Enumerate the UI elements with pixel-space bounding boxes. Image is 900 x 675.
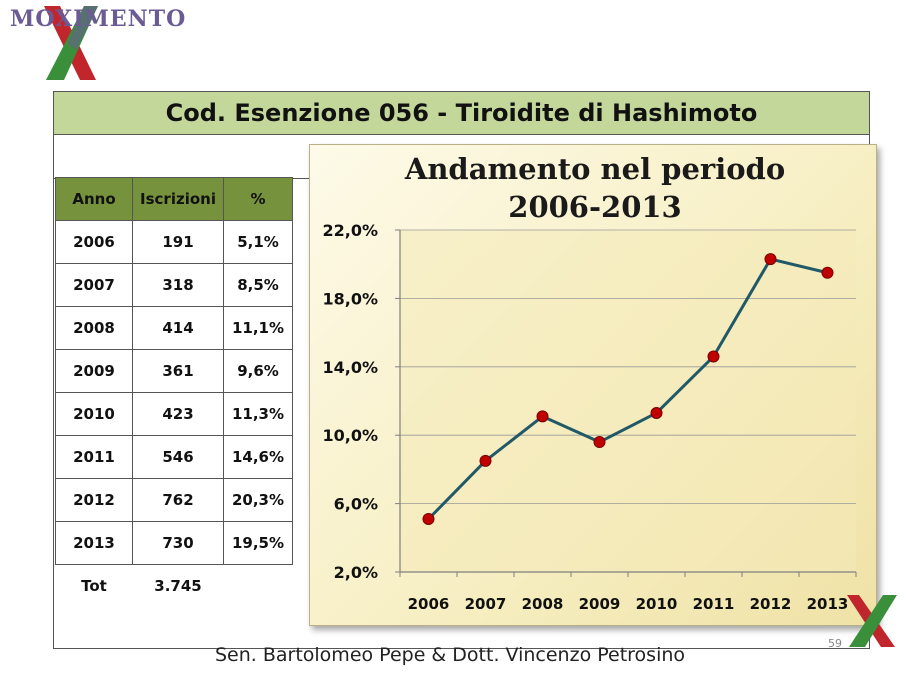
table-header-row: Anno Iscrizioni %	[55, 177, 293, 221]
header-percent: %	[223, 177, 293, 221]
cell-count: 361	[132, 349, 224, 393]
cell-year: 2006	[55, 220, 133, 264]
total-label: Tot	[81, 577, 107, 595]
table-row: 2013 730 19,5%	[55, 521, 293, 565]
total-empty	[224, 565, 293, 608]
cell-count: 318	[132, 263, 224, 307]
chart-title: Andamento nel periodo 2006-2013	[385, 150, 805, 226]
logo-text: MOXIMENTO	[10, 6, 187, 32]
cell-year: 2007	[55, 263, 133, 307]
logo-x-icon	[44, 6, 98, 80]
table-row: 2010 423 11,3%	[55, 392, 293, 436]
cell-year: 2009	[55, 349, 133, 393]
cell-percent: 11,1%	[223, 306, 293, 350]
header-iscrizioni: Iscrizioni	[132, 177, 224, 221]
cell-year: 2010	[55, 392, 133, 436]
cell-year: 2013	[55, 521, 133, 565]
table-row: 2009 361 9,6%	[55, 349, 293, 393]
table-row: 2012 762 20,3%	[55, 478, 293, 522]
cell-count: 730	[132, 521, 224, 565]
cell-percent: 9,6%	[223, 349, 293, 393]
cell-count: 191	[132, 220, 224, 264]
cell-count: 546	[132, 435, 224, 479]
cell-count: 762	[132, 478, 224, 522]
cell-percent: 20,3%	[223, 478, 293, 522]
footer-authors: Sen. Bartolomeo Pepe & Dott. Vincenzo Pe…	[214, 644, 686, 666]
header-anno: Anno	[55, 177, 133, 221]
total-row: Tot 3.745	[56, 565, 293, 608]
corner-logo-x-icon	[847, 595, 897, 647]
chart-title-line-1: Andamento nel periodo	[404, 152, 786, 186]
page-number: 59	[828, 637, 842, 650]
total-value: 3.745	[154, 577, 202, 595]
cell-year: 2011	[55, 435, 133, 479]
cell-percent: 5,1%	[223, 220, 293, 264]
table-row: 2011 546 14,6%	[55, 435, 293, 479]
table-row: 2007 318 8,5%	[55, 263, 293, 307]
cell-year: 2012	[55, 478, 133, 522]
cell-percent: 8,5%	[223, 263, 293, 307]
slide-title: Cod. Esenzione 056 - Tiroidite di Hashim…	[54, 92, 869, 135]
cell-year: 2008	[55, 306, 133, 350]
cell-percent: 19,5%	[223, 521, 293, 565]
moximento-logo: MOXIMENTO	[10, 4, 210, 84]
cell-percent: 11,3%	[223, 392, 293, 436]
cell-count: 414	[132, 306, 224, 350]
data-table: Anno Iscrizioni % 2006 191 5,1% 2007 318 8,5…	[55, 177, 293, 607]
table-row: 2006 191 5,1%	[55, 220, 293, 264]
cell-percent: 14,6%	[223, 435, 293, 479]
chart-title-line-2: 2006-2013	[508, 190, 682, 224]
cell-count: 423	[132, 392, 224, 436]
table-row: 2008 414 11,1%	[55, 306, 293, 350]
